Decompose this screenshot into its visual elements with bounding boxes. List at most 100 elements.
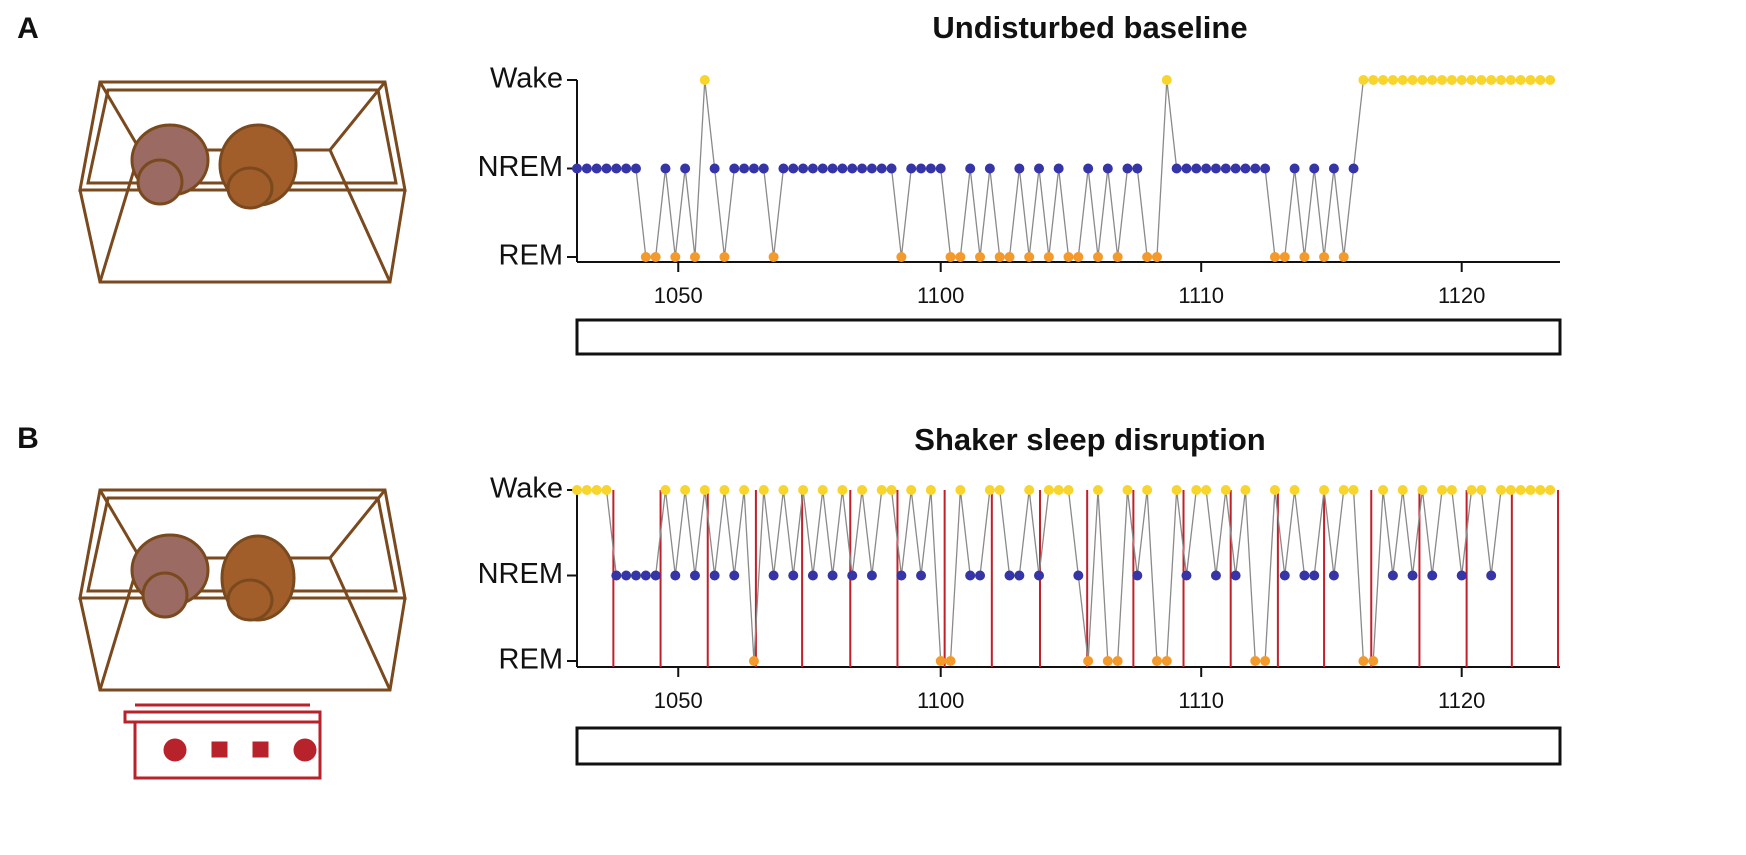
state-point [1407,570,1418,581]
state-point [1053,163,1064,174]
state-point [1525,485,1536,495]
state-point [1132,163,1143,174]
state-point [758,163,769,174]
state-point [1230,163,1241,174]
state-point [778,163,789,174]
state-point [1368,656,1379,666]
state-point [699,485,710,495]
state-point [1427,75,1438,85]
state-point [965,570,976,581]
state-point [660,485,671,495]
state-point [601,485,612,495]
state-point [1319,252,1330,262]
state-point [1122,163,1133,174]
state-point [827,163,838,174]
state-point [886,485,897,495]
state-point [1279,570,1290,581]
state-point [906,163,917,174]
state-point [984,163,995,174]
state-point [640,570,651,581]
state-point [1525,75,1536,85]
state-point [945,252,956,262]
time-bar [575,318,1562,356]
state-point [719,252,730,262]
state-point [1151,252,1162,262]
y-tick-label: NREM [478,558,563,590]
state-point [1348,163,1359,174]
state-point [1014,163,1025,174]
state-point [1024,485,1035,495]
state-point [1132,570,1143,581]
state-point [1466,75,1477,85]
state-point [857,485,868,495]
state-point [719,485,730,495]
state-point [630,163,641,174]
state-point [1387,570,1398,581]
state-point [630,570,641,581]
state-point [847,570,858,581]
state-point [1191,485,1202,495]
state-point [758,485,769,495]
state-point [945,656,956,666]
state-point [1063,252,1074,262]
state-point [837,163,848,174]
state-point [1201,163,1212,174]
state-point [581,163,592,174]
state-point [1043,485,1054,495]
state-point [1466,485,1477,495]
state-point [650,252,661,262]
state-point [1446,485,1457,495]
state-point [1319,485,1330,495]
state-point [1240,163,1251,174]
chart-title: Undisturbed baseline [932,10,1247,45]
state-point [1476,75,1487,85]
state-point [1486,570,1497,581]
state-point [739,163,750,174]
state-point [650,570,661,581]
state-point [1358,656,1369,666]
state-point [1437,485,1448,495]
state-point [1220,163,1231,174]
state-point [1063,485,1074,495]
hypnogram-line [577,489,1551,662]
state-point [798,163,809,174]
state-point [611,163,622,174]
state-point [994,252,1005,262]
state-point [994,485,1005,495]
state-point [768,570,779,581]
panel-label: B [17,422,39,455]
state-point [621,163,632,174]
state-point [1427,570,1438,581]
state-point [788,570,799,581]
state-point [1004,252,1015,262]
state-point [807,163,818,174]
state-point [935,656,946,666]
y-tick-label: REM [499,644,563,676]
state-point [572,163,582,174]
state-point [1053,485,1064,495]
state-point [1397,75,1408,85]
state-point [1112,252,1123,262]
state-point [1043,252,1054,262]
chart-title: Shaker sleep disruption [914,422,1265,457]
state-point [699,75,710,85]
state-point [640,252,651,262]
state-point [975,252,986,262]
state-point [1024,252,1035,262]
state-point [1230,570,1241,581]
state-point [817,485,828,495]
state-point [1034,163,1045,174]
state-point [1250,163,1261,174]
state-point [1122,485,1133,495]
state-point [807,570,818,581]
state-point [1279,252,1290,262]
state-point [1437,75,1448,85]
state-point [847,163,858,174]
x-tick-label: 1110 [1178,283,1224,308]
state-point [1407,75,1418,85]
state-point [1505,75,1516,85]
state-point [925,163,936,174]
state-point [916,163,927,174]
x-tick-label: 1050 [654,283,703,308]
